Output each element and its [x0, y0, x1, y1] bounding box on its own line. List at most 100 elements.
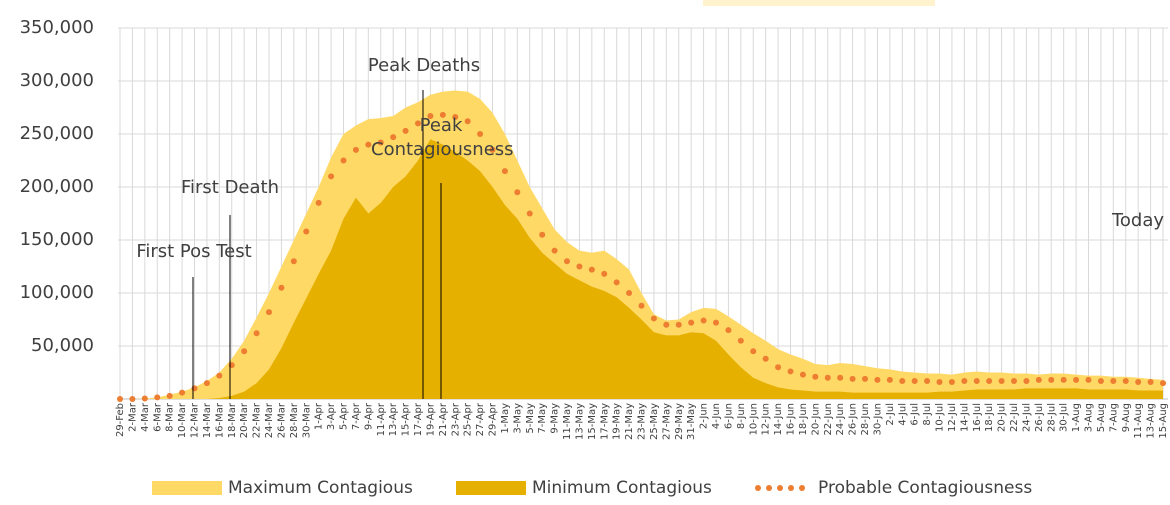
- x-tick-label: 19-Apr: [425, 402, 436, 436]
- x-tick-label: 26-Jun: [848, 403, 859, 436]
- legend-swatch: [766, 485, 772, 491]
- dot: [799, 371, 806, 378]
- dot: [415, 120, 421, 127]
- dot: [1135, 379, 1142, 386]
- x-tick-label: 14-Jun: [773, 403, 784, 436]
- x-tick-label: 13-Aug: [1146, 403, 1157, 439]
- dot: [501, 168, 508, 175]
- x-tick-label: 12-Jul: [947, 403, 958, 432]
- dot: [141, 395, 148, 402]
- dot: [365, 141, 372, 148]
- legend-swatch: [799, 485, 805, 491]
- x-tick-label: 29-Feb: [115, 403, 126, 437]
- legend-swatch: [152, 481, 222, 495]
- x-tick-label: 27-May: [661, 403, 672, 440]
- legend-swatch: [788, 485, 794, 491]
- x-tick-label: 20-Jul: [997, 403, 1008, 432]
- x-tick-label: 5-May: [525, 403, 536, 434]
- y-tick-label: 100,000: [20, 282, 94, 303]
- dot: [775, 364, 782, 371]
- x-tick-label: 29-May: [674, 403, 685, 440]
- x-tick-label: 16-Jul: [972, 403, 983, 432]
- dot: [1073, 376, 1080, 383]
- x-tick-label: 9-May: [550, 403, 561, 434]
- x-tick-label: 10-Jul: [935, 403, 946, 432]
- x-tick-label: 11-Aug: [1133, 403, 1144, 439]
- x-tick-label: 30-Jun: [872, 403, 883, 436]
- x-tick-label: 25-May: [649, 403, 660, 440]
- x-tick-label: 20-Mar: [239, 402, 250, 438]
- annotation: First Pos Test: [136, 241, 252, 262]
- dot: [154, 394, 161, 401]
- annotation: First Death: [180, 177, 280, 198]
- dot: [1147, 379, 1154, 386]
- dot: [688, 319, 695, 326]
- legend-label: Minimum Contagious: [532, 478, 712, 498]
- x-tick-label: 22-Jul: [1009, 403, 1020, 432]
- dot: [700, 317, 707, 324]
- x-tick-label: 4-Jul: [897, 403, 908, 426]
- dot: [1060, 376, 1067, 383]
- y-tick-label: 50,000: [31, 335, 94, 356]
- area: [120, 139, 1163, 400]
- x-tick-label: 31-May: [686, 403, 697, 440]
- x-tick-label: 10-Jun: [748, 403, 759, 436]
- x-tick-label: 12-Jun: [761, 403, 772, 436]
- y-tick-label: 250,000: [20, 123, 94, 144]
- dot: [315, 199, 322, 206]
- x-tick-label: 7-Aug: [1108, 403, 1119, 432]
- dot: [862, 375, 868, 382]
- x-tick-label: 21-May: [624, 403, 635, 440]
- x-tick-label: 1-May: [500, 403, 511, 434]
- dot: [290, 258, 297, 265]
- y-tick-label: 200,000: [20, 176, 94, 197]
- x-tick-label: 23-May: [637, 403, 648, 440]
- dot: [961, 377, 968, 384]
- dot: [762, 355, 769, 362]
- dot: [725, 327, 732, 334]
- x-tick-label: 29-Apr: [488, 402, 499, 436]
- dot: [489, 146, 496, 153]
- x-tick-label: 11-Apr: [376, 402, 387, 436]
- dot: [129, 396, 136, 402]
- dot: [117, 396, 123, 402]
- x-tick-label: 3-May: [512, 403, 523, 434]
- dot: [278, 284, 285, 291]
- y-tick-label: 350,000: [20, 17, 94, 38]
- dot: [1160, 380, 1166, 387]
- dot: [427, 112, 434, 119]
- dot: [911, 377, 918, 384]
- x-tick-label: 21-Apr: [438, 402, 449, 436]
- x-tick-label: 11-May: [562, 403, 573, 440]
- x-tick-label: 9-Apr: [363, 402, 374, 430]
- x-tick-label: 13-Apr: [388, 402, 399, 436]
- header-band: [703, 0, 935, 6]
- x-tick-label: 7-Apr: [351, 402, 362, 430]
- dot: [1048, 376, 1055, 383]
- x-tick-label: 24-Mar: [264, 402, 275, 438]
- x-tick-label: 18-Jul: [984, 403, 995, 432]
- dot: [787, 368, 794, 375]
- dot: [874, 376, 881, 383]
- dot: [613, 279, 620, 286]
- dot: [675, 321, 682, 328]
- annotation: Peak Deaths: [367, 55, 481, 76]
- x-tick-label: 17-Apr: [413, 402, 424, 436]
- dot: [452, 114, 459, 121]
- x-tick-label: 6-Mar: [152, 402, 163, 432]
- x-tick-label: 17-May: [599, 403, 610, 440]
- y-tick-label: 150,000: [20, 229, 94, 250]
- y-tick-label: 300,000: [20, 70, 94, 91]
- x-tick-label: 6-Jun: [723, 403, 734, 429]
- dot: [477, 131, 484, 137]
- x-tick-label: 30-Jul: [1059, 403, 1070, 432]
- dot: [1035, 376, 1042, 383]
- dot: [1085, 376, 1092, 383]
- dot: [924, 377, 931, 384]
- x-tick-label: 24-Jun: [835, 403, 846, 436]
- legend-swatch: [456, 481, 526, 495]
- x-tick-label: 13-May: [574, 403, 585, 440]
- x-tick-label: 26-Mar: [276, 402, 287, 438]
